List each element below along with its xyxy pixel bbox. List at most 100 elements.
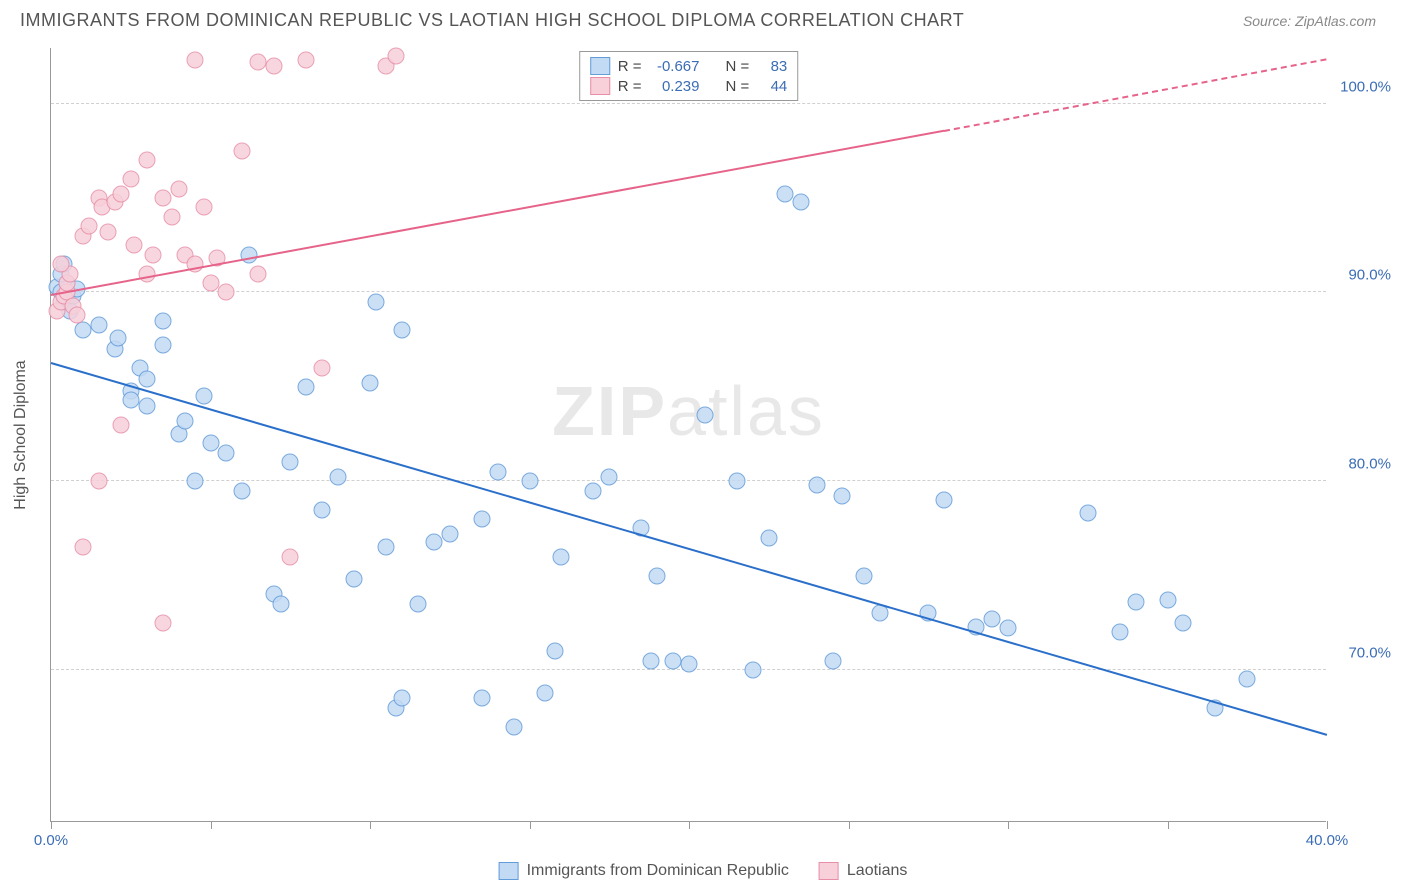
- data-point: [138, 152, 155, 169]
- data-point: [145, 246, 162, 263]
- r-value: 0.239: [650, 78, 700, 95]
- data-point: [537, 684, 554, 701]
- data-point: [1127, 594, 1144, 611]
- data-point: [330, 469, 347, 486]
- gridline: [51, 291, 1326, 292]
- data-point: [387, 48, 404, 65]
- data-point: [834, 488, 851, 505]
- y-tick-label: 80.0%: [1348, 456, 1391, 473]
- legend-row: R = 0.239 N = 44: [590, 76, 788, 96]
- trend-line: [51, 130, 945, 296]
- data-point: [377, 539, 394, 556]
- data-point: [154, 190, 171, 207]
- data-point: [113, 416, 130, 433]
- y-axis-title: High School Diploma: [12, 360, 30, 509]
- data-point: [1159, 592, 1176, 609]
- n-label: N =: [726, 58, 750, 75]
- trend-line: [944, 58, 1327, 132]
- data-point: [856, 567, 873, 584]
- data-point: [74, 539, 91, 556]
- data-point: [696, 407, 713, 424]
- data-point: [665, 652, 682, 669]
- data-point: [266, 57, 283, 74]
- scatter-chart: ZIPatlas High School Diploma R =-0.667N …: [50, 48, 1326, 822]
- data-point: [250, 54, 267, 71]
- legend-label: Laotians: [847, 862, 908, 880]
- data-point: [234, 142, 251, 159]
- data-point: [113, 186, 130, 203]
- data-point: [681, 656, 698, 673]
- y-tick-label: 70.0%: [1348, 644, 1391, 661]
- data-point: [234, 482, 251, 499]
- chart-title: IMMIGRANTS FROM DOMINICAN REPUBLIC VS LA…: [20, 10, 964, 31]
- n-label: N =: [726, 78, 750, 95]
- data-point: [393, 690, 410, 707]
- gridline: [51, 480, 1326, 481]
- data-point: [100, 224, 117, 241]
- data-point: [473, 690, 490, 707]
- data-point: [362, 375, 379, 392]
- data-point: [547, 643, 564, 660]
- data-point: [164, 208, 181, 225]
- x-tick-label: 40.0%: [1306, 832, 1349, 849]
- x-tick: [1327, 821, 1328, 829]
- data-point: [808, 476, 825, 493]
- legend-label: Immigrants from Dominican Republic: [527, 862, 789, 880]
- data-point: [473, 510, 490, 527]
- data-point: [81, 218, 98, 235]
- data-point: [409, 595, 426, 612]
- watermark: ZIPatlas: [552, 371, 825, 451]
- x-tick: [1008, 821, 1009, 829]
- data-point: [170, 180, 187, 197]
- data-point: [425, 533, 442, 550]
- data-point: [1111, 624, 1128, 641]
- series-legend: Immigrants from Dominican Republic Laotia…: [499, 862, 908, 880]
- data-point: [776, 186, 793, 203]
- x-tick: [211, 821, 212, 829]
- data-point: [728, 473, 745, 490]
- gridline: [51, 103, 1326, 104]
- data-point: [154, 337, 171, 354]
- data-point: [824, 652, 841, 669]
- data-point: [138, 397, 155, 414]
- data-point: [272, 595, 289, 612]
- data-point: [196, 199, 213, 216]
- data-point: [984, 611, 1001, 628]
- correlation-legend: R =-0.667N =83R =0.239N =44: [579, 51, 799, 101]
- data-point: [74, 322, 91, 339]
- data-point: [125, 237, 142, 254]
- n-value: 44: [757, 78, 787, 95]
- data-point: [52, 256, 69, 273]
- r-label: R =: [618, 58, 642, 75]
- data-point: [1079, 505, 1096, 522]
- r-label: R =: [618, 78, 642, 95]
- data-point: [202, 274, 219, 291]
- x-tick-label: 0.0%: [34, 832, 68, 849]
- trend-line: [51, 362, 1328, 736]
- y-tick-label: 90.0%: [1348, 267, 1391, 284]
- data-point: [1000, 620, 1017, 637]
- data-point: [250, 265, 267, 282]
- data-point: [368, 293, 385, 310]
- data-point: [138, 371, 155, 388]
- data-point: [282, 454, 299, 471]
- legend-row: R =-0.667N =83: [590, 56, 788, 76]
- data-point: [68, 307, 85, 324]
- data-point: [393, 322, 410, 339]
- data-point: [744, 661, 761, 678]
- data-point: [186, 473, 203, 490]
- data-point: [218, 284, 235, 301]
- n-value: 83: [757, 58, 787, 75]
- data-point: [196, 388, 213, 405]
- data-point: [90, 316, 107, 333]
- x-tick: [530, 821, 531, 829]
- data-point: [346, 571, 363, 588]
- data-point: [186, 52, 203, 69]
- legend-item: Laotians: [819, 862, 908, 880]
- x-tick: [370, 821, 371, 829]
- legend-swatch: [590, 57, 610, 75]
- data-point: [109, 329, 126, 346]
- data-point: [314, 501, 331, 518]
- data-point: [441, 526, 458, 543]
- data-point: [649, 567, 666, 584]
